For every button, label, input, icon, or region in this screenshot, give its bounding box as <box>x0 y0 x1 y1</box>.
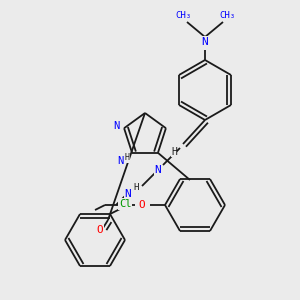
Text: Cl: Cl <box>119 199 131 209</box>
Text: N: N <box>202 37 208 47</box>
Text: CH₃: CH₃ <box>175 11 191 20</box>
Text: N: N <box>117 156 123 166</box>
Text: N: N <box>154 165 161 175</box>
Text: O: O <box>139 200 145 210</box>
Text: H: H <box>171 147 177 157</box>
Text: O: O <box>97 225 104 235</box>
Text: H: H <box>133 184 139 193</box>
Text: N: N <box>113 121 119 131</box>
Text: N: N <box>124 189 131 199</box>
Text: H: H <box>124 153 130 162</box>
Text: CH₃: CH₃ <box>219 11 235 20</box>
